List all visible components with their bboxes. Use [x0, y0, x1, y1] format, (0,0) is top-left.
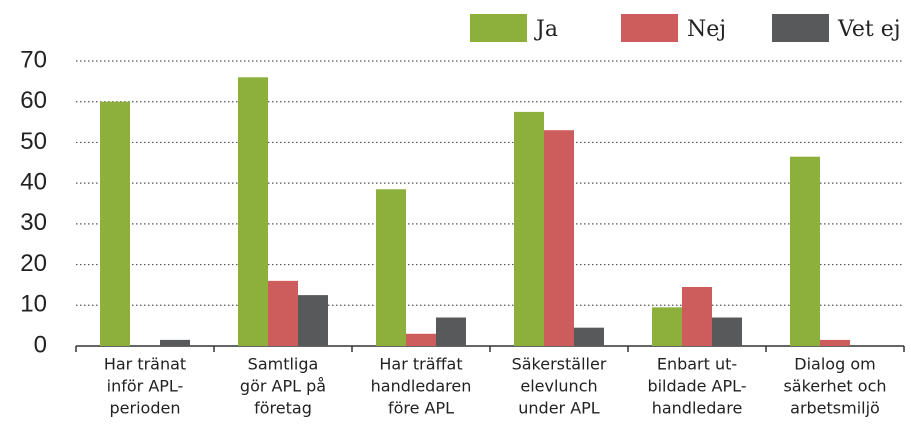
legend-swatch [470, 14, 527, 42]
y-tick-label: 30 [20, 209, 47, 236]
legend-label: Ja [534, 17, 558, 42]
legend-label: Vet ej [837, 17, 901, 42]
bar [406, 333, 436, 346]
y-tick-label: 0 [34, 331, 47, 358]
x-tick-label: elevlunch [520, 377, 597, 396]
bar [790, 156, 820, 346]
bar [100, 101, 130, 346]
x-tick-label: företag [254, 399, 312, 418]
y-tick-label: 50 [20, 128, 47, 155]
legend-label: Nej [687, 17, 726, 42]
bar [820, 339, 850, 346]
x-tick-label: Har tränat [104, 355, 186, 374]
x-tick-label: säkerhet och [783, 377, 886, 396]
y-tick-label: 10 [20, 291, 47, 318]
x-tick-label: under APL [518, 399, 600, 418]
bar [652, 307, 682, 346]
x-tick-label: före APL [388, 399, 454, 418]
bar [544, 130, 574, 346]
x-tick-label: bildade APL- [647, 377, 746, 396]
bar [268, 280, 298, 346]
x-tick-label: inför APL- [107, 377, 184, 396]
x-tick-label: Har träffat [379, 355, 462, 374]
bar [682, 286, 712, 346]
y-tick-label: 20 [20, 250, 47, 277]
bar [574, 327, 604, 346]
y-tick-label: 60 [20, 87, 47, 114]
bar [298, 295, 328, 346]
y-tick-label: 70 [20, 46, 47, 73]
x-tick-label: handledaren [371, 377, 472, 396]
bar [160, 339, 190, 346]
bar [376, 189, 406, 346]
x-tick-label: arbetsmiljö [790, 399, 880, 418]
bar [238, 77, 268, 347]
bar [436, 317, 466, 346]
legend-swatch [621, 14, 678, 42]
x-tick-label: Dialog om [794, 355, 875, 374]
x-tick-label: Säkerställer [512, 355, 607, 374]
x-tick-label: Samtliga [248, 355, 319, 374]
bar [712, 317, 742, 346]
x-tick-label: handledare [652, 399, 743, 418]
x-tick-label: gör APL på [240, 377, 326, 396]
legend-swatch [772, 14, 829, 42]
x-tick-label: perioden [110, 399, 181, 418]
x-tick-label: Enbart ut- [657, 355, 737, 374]
bar [514, 111, 544, 347]
y-tick-label: 40 [20, 168, 47, 195]
